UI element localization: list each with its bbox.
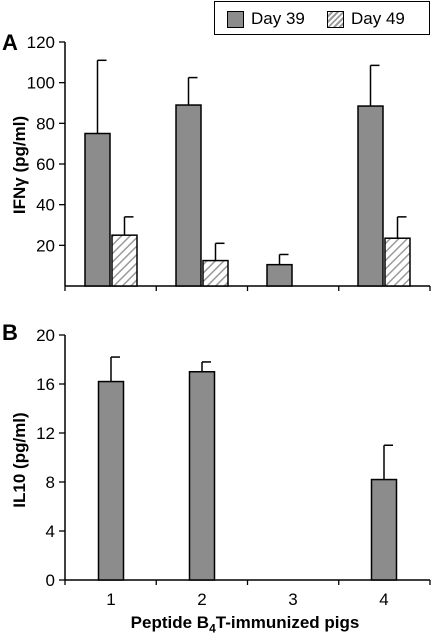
- xlabel-subscript: 4: [209, 621, 216, 636]
- legend-label-day39: Day 39: [251, 9, 305, 28]
- xlabel-main: Peptide B: [130, 613, 210, 632]
- panel-b-bar-day39-2: [188, 371, 216, 581]
- panel-b-bar-day39-1: [97, 380, 125, 581]
- xlabel-rest: T-immunized pigs: [215, 613, 360, 632]
- panel-a-bar-day39-2: [175, 104, 202, 287]
- panel-a-ytick-label: 40: [36, 196, 55, 215]
- panel-a-letter: A: [2, 30, 18, 55]
- panel-b-category-label: 1: [106, 590, 115, 609]
- legend: Day 39 Day 49: [214, 1, 430, 35]
- panel-b-ytick-label: 20: [36, 326, 55, 345]
- panel-a-bar-day39-1: [84, 132, 111, 287]
- panel-b-ytick-label: 0: [46, 571, 55, 590]
- panel-b-bar-day39-4: [370, 478, 398, 581]
- panel-a-ytick-label: 20: [36, 236, 55, 255]
- panel-a-bar-day49-1: [111, 234, 138, 287]
- panel-a-bar-day39-3: [266, 263, 293, 287]
- panel-b-ytick-label: 16: [36, 375, 55, 394]
- legend-entry-day39: Day 39: [227, 9, 305, 29]
- panel-b-ytick-label: 4: [46, 522, 55, 541]
- panel-b-xlabel: Peptide B4T-immunized pigs: [131, 613, 360, 635]
- panel-b-category-label: 3: [288, 590, 297, 609]
- panel-b-category-label: 4: [379, 590, 388, 609]
- legend-swatch-day39: [227, 10, 244, 28]
- panel-a-ytick-label: 100: [27, 74, 55, 93]
- panel-a-ytick-label: 60: [36, 155, 55, 174]
- panel-a-chart: 20 40 60 80 100 120: [27, 33, 431, 291]
- panel-a-bar-day49-4: [384, 237, 411, 287]
- panel-b-ytick-label: 8: [46, 473, 55, 492]
- panel-a-bar-day39-4: [357, 105, 384, 287]
- legend-label-day49: Day 49: [351, 9, 405, 28]
- legend-swatch-day49: [327, 10, 344, 28]
- panel-a-ytick-label: 120: [27, 33, 55, 52]
- panel-b-category-label: 2: [197, 590, 206, 609]
- panel-b-ytick-label: 12: [36, 424, 55, 443]
- panel-a-bar-day49-2: [202, 259, 229, 287]
- legend-entry-day49: Day 49: [327, 9, 405, 29]
- panel-b-letter: B: [2, 320, 18, 345]
- panel-a-ytick-label: 80: [36, 114, 55, 133]
